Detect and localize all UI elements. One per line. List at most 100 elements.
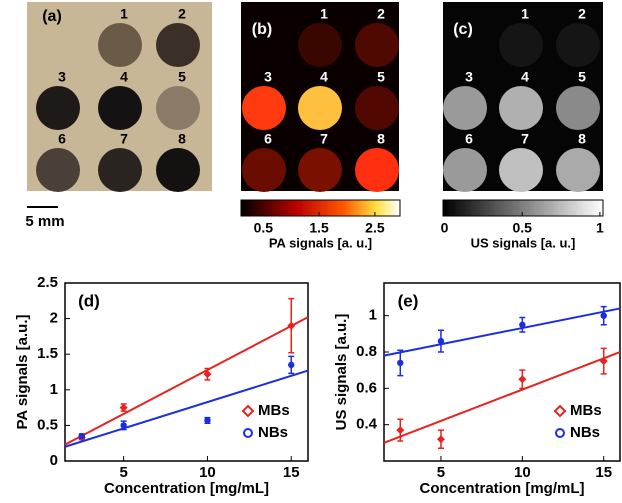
panel-label: (c) [453,21,473,38]
y-tick-label: 0.5 [37,416,58,433]
data-point [438,338,444,344]
well-label: 7 [521,131,529,147]
y-axis-label: US signals [a.u.] [333,314,350,431]
data-point [437,435,445,443]
well-label: 1 [120,6,128,22]
legend-marker [555,406,565,416]
panel-label: (b) [252,21,272,38]
well-label: 8 [178,131,186,147]
legend-marker [243,406,253,416]
legend-label: MBs [570,402,602,419]
scale-bar-label: 5 mm [25,213,64,230]
figure: 5 mm 1 2 3 4 5 6 7 8 (a) 1 2 3 4 5 6 7 8 (b) 1 2 3 4 5 6 7 8 (c) 0.… [0,0,622,503]
well [242,148,286,192]
colorbar-tick-label: 0 [441,220,449,236]
colorbar-tick-label: 1 [596,220,604,236]
well [443,148,487,192]
data-point [396,426,404,434]
well [156,148,200,192]
y-tick-label: 0.6 [356,379,377,396]
well [499,23,543,67]
colorbar [241,200,400,216]
well [98,86,142,130]
data-point [601,312,607,318]
panel-label: (d) [78,291,100,310]
well-label: 4 [521,69,529,85]
legend-label: NBs [570,424,600,441]
well-label: 6 [465,131,473,147]
well-label: 6 [58,131,66,147]
data-point [288,362,294,368]
legend-marker [556,429,564,437]
well [556,148,600,192]
y-tick-label: 2.5 [37,274,58,291]
panel-label: (e) [398,291,419,310]
well [156,23,200,67]
fit-line [384,308,620,355]
well-label: 3 [58,69,66,85]
well-label: 2 [178,6,186,22]
well-label: 5 [178,69,186,85]
well-label: 8 [578,131,586,147]
well-label: 4 [120,69,128,85]
x-tick-label: 10 [199,464,216,481]
y-tick-label: 0.4 [356,416,378,433]
data-point [204,417,210,423]
well [355,148,399,192]
y-tick-label: 0 [50,452,58,469]
x-tick-label: 15 [283,464,300,481]
colorbar-tick-label: 0.5 [254,220,274,236]
well [36,86,80,130]
colorbar [443,200,603,216]
well-label: 6 [264,131,272,147]
x-tick-label: 15 [595,464,612,481]
panel-label: (a) [42,8,62,25]
legend-label: NBs [258,424,288,441]
colorbar-tick-label: 0.5 [512,220,532,236]
y-tick-label: 1 [50,381,58,398]
well-label: 2 [377,6,385,22]
x-tick-label: 10 [514,464,531,481]
legend-marker [244,429,252,437]
well [499,148,543,192]
well [242,86,286,130]
well [355,86,399,130]
x-axis-label: Concentration [mg/mL] [104,480,269,497]
y-tick-label: 1 [369,307,377,324]
well [298,23,342,67]
well [156,86,200,130]
y-tick-label: 0.8 [356,343,377,360]
well-label: 1 [320,6,328,22]
well-label: 8 [377,131,385,147]
well-label: 1 [521,6,529,22]
well [98,23,142,67]
well-label: 7 [120,131,128,147]
well [298,86,342,130]
y-tick-label: 2 [50,310,58,327]
colorbar-tick-label: 1.5 [309,220,329,236]
well-label: 3 [264,69,272,85]
well-label: 3 [465,69,473,85]
x-axis-label: Concentration [mg/mL] [420,480,585,497]
well [36,148,80,192]
well [499,86,543,130]
well-label: 4 [320,69,328,85]
colorbar-tick-label: 2.5 [365,220,385,236]
colorbar-label: US signals [a. u.] [471,235,576,250]
y-axis-label: PA signals [a.u.] [14,314,31,429]
well [355,23,399,67]
x-tick-label: 5 [437,464,445,481]
well-label: 2 [578,6,586,22]
data-point [120,404,128,412]
data-point [120,422,126,428]
legend-label: MBs [258,402,290,419]
data-point [397,360,403,366]
well [556,23,600,67]
well-label: 5 [377,69,385,85]
well [98,148,142,192]
data-point [79,433,85,439]
well [556,86,600,130]
data-point [518,375,526,383]
x-tick-label: 5 [119,464,127,481]
well-label: 7 [320,131,328,147]
